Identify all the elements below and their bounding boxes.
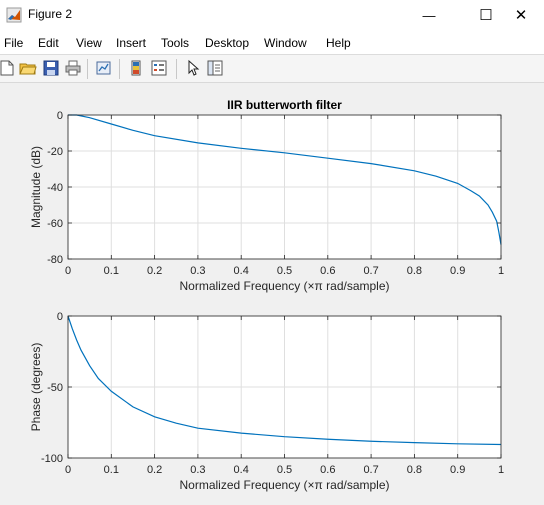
x-tick-label: 0.7 (363, 464, 378, 476)
y-axis-label: Phase (degrees) (29, 343, 43, 432)
matlab-logo-icon (6, 7, 22, 23)
y-tick-label: -40 (47, 182, 63, 194)
figure-toolbar (0, 55, 544, 83)
x-tick-label: 0 (65, 464, 71, 476)
minimize-button[interactable]: — (406, 0, 452, 30)
x-tick-label: 1 (498, 265, 504, 277)
x-tick-label: 0.8 (407, 464, 422, 476)
menu-view[interactable]: View (76, 36, 102, 50)
window-titlebar: Figure 2 — ☐ ✕ (0, 0, 544, 30)
y-tick-label: -80 (47, 254, 63, 266)
x-axis-label: Normalized Frequency (×π rad/sample) (179, 279, 389, 293)
x-tick-label: 0.2 (147, 464, 162, 476)
y-axis-label: Magnitude (dB) (29, 146, 43, 228)
x-tick-label: 0 (65, 265, 71, 277)
x-tick-label: 0.4 (234, 265, 249, 277)
x-tick-label: 0.3 (190, 265, 205, 277)
x-tick-label: 0.3 (190, 464, 205, 476)
close-icon: ✕ (514, 7, 528, 24)
property-inspector-icon[interactable] (206, 59, 224, 77)
y-tick-label: -60 (47, 218, 63, 230)
figure-canvas: 0 0.1 0.2 0.3 0.4 0.5 0.6 0.7 0.8 0.9 1 0 -20 -40 -60 -… (0, 83, 544, 500)
x-tick-label: 0.5 (277, 265, 292, 277)
x-axis-label: Normalized Frequency (×π rad/sample) (179, 478, 389, 492)
maximize-icon: ☐ (479, 7, 493, 24)
x-tick-label: 0.6 (320, 265, 335, 277)
save-icon[interactable] (42, 59, 60, 77)
x-tick-label: 0.7 (363, 265, 378, 277)
menu-edit[interactable]: Edit (38, 36, 59, 50)
x-tick-label: 1 (498, 464, 504, 476)
x-tick-label: 0.1 (104, 464, 119, 476)
open-file-icon[interactable] (19, 59, 37, 77)
insert-colorbar-icon[interactable] (127, 59, 145, 77)
menu-window[interactable]: Window (264, 36, 307, 50)
close-button[interactable]: ✕ (498, 0, 544, 30)
print-icon[interactable] (64, 59, 82, 77)
menu-help[interactable]: Help (326, 36, 351, 50)
menu-tools[interactable]: Tools (161, 36, 190, 50)
plot-svg: 0 0.1 0.2 0.3 0.4 0.5 0.6 0.7 0.8 0.9 1 0 -20 -40 -60 -… (29, 98, 504, 492)
x-tick-label: 0.6 (320, 464, 335, 476)
toolbar-separator (87, 59, 88, 79)
toolbar-separator (176, 59, 177, 79)
minimize-icon: — (422, 7, 436, 23)
y-tick-label: -20 (47, 146, 63, 158)
menu-bar: File Edit View Insert Tools Desktop Wind… (0, 30, 544, 55)
x-tick-label: 0.2 (147, 265, 162, 277)
toolbar-separator (119, 59, 120, 79)
x-tick-label: 0.1 (104, 265, 119, 277)
insert-legend-icon[interactable] (150, 59, 168, 77)
new-figure-icon[interactable] (0, 59, 16, 77)
y-tick-label: 0 (57, 110, 63, 122)
y-tick-label: -100 (41, 453, 63, 465)
menu-desktop[interactable]: Desktop (205, 36, 250, 50)
window-title: Figure 2 (28, 7, 73, 21)
menu-insert[interactable]: Insert (116, 36, 147, 50)
data-series-line (67, 315, 502, 446)
menu-file[interactable]: File (4, 36, 24, 50)
x-tick-label: 0.9 (450, 265, 465, 277)
maximize-button[interactable]: ☐ (463, 0, 509, 30)
x-tick-label: 0.8 (407, 265, 422, 277)
plot-title: IIR butterworth filter (227, 98, 342, 112)
link-plot-icon[interactable] (95, 59, 113, 77)
data-series-line (68, 114, 502, 245)
y-tick-label: -50 (47, 382, 63, 394)
y-tick-label: 0 (57, 311, 63, 323)
x-tick-label: 0.4 (234, 464, 249, 476)
x-tick-label: 0.5 (277, 464, 292, 476)
x-tick-label: 0.9 (450, 464, 465, 476)
edit-plot-icon[interactable] (184, 59, 202, 77)
